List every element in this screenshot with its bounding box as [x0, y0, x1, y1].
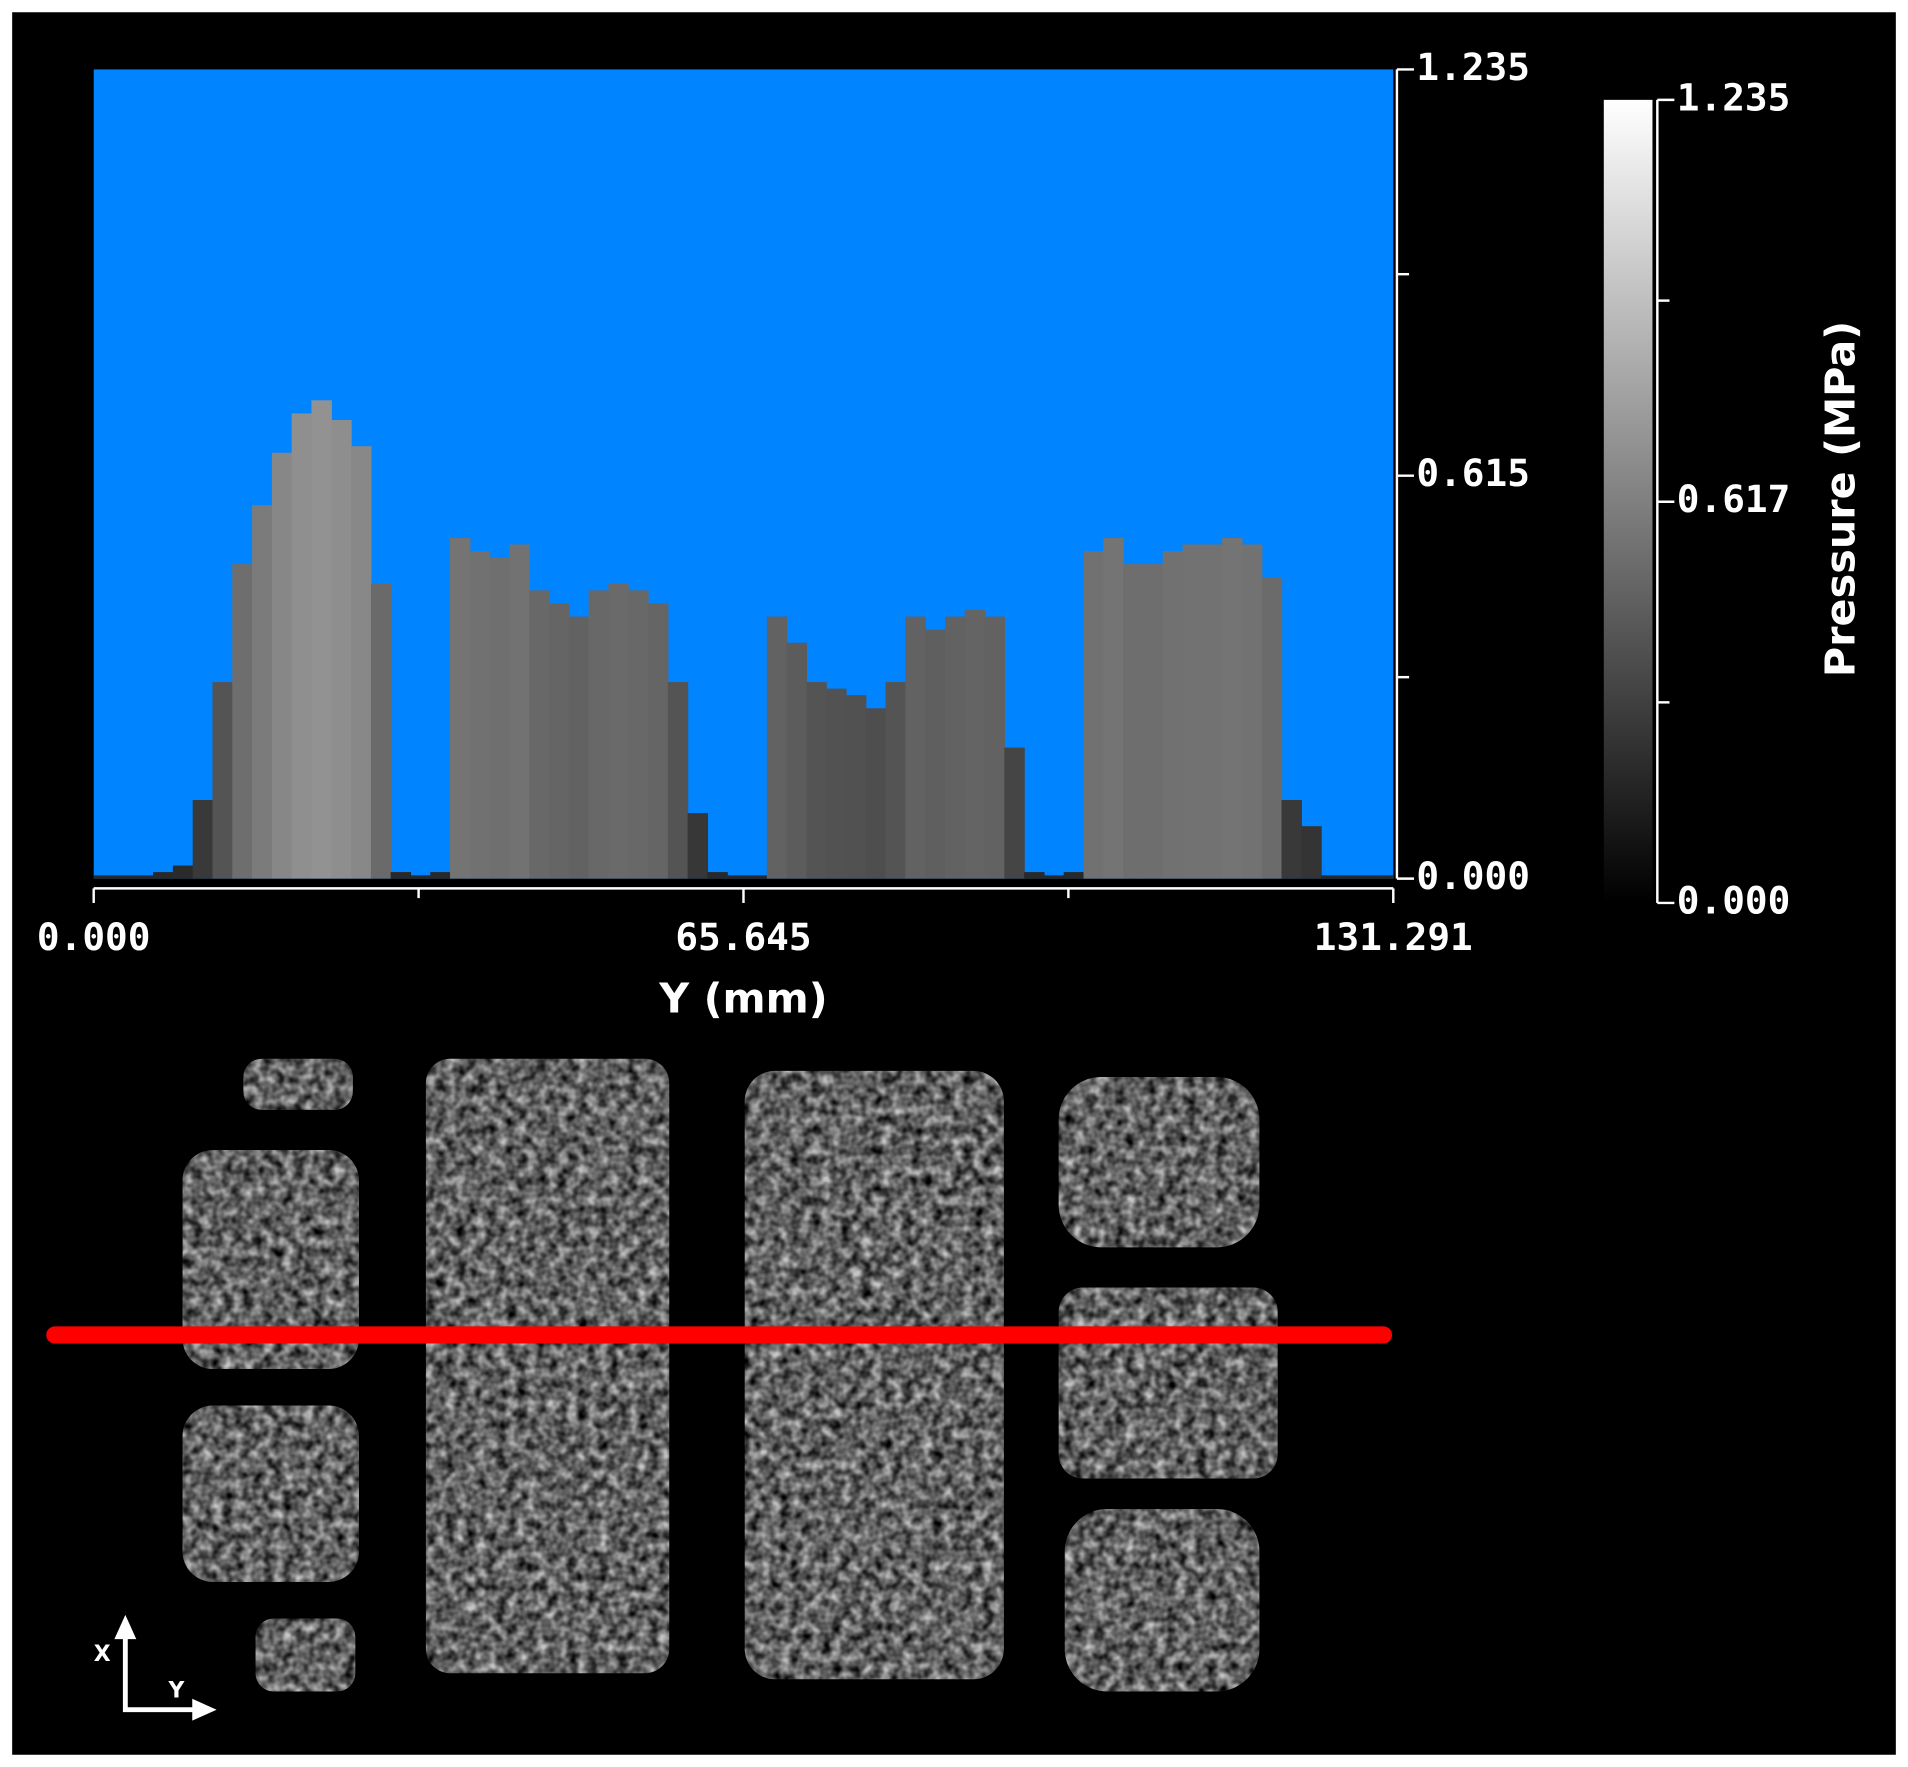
colorbar-tick-label: 0.617	[1677, 477, 1791, 521]
bar	[469, 551, 491, 879]
bar	[153, 872, 174, 879]
colorbar-label: Pressure (MPa)	[1817, 321, 1865, 677]
bar	[1024, 872, 1045, 879]
bar	[1123, 564, 1144, 879]
bar	[271, 452, 293, 879]
bar	[133, 875, 154, 879]
bar	[489, 557, 511, 879]
bar	[1063, 872, 1085, 879]
bar	[608, 583, 629, 879]
bar	[648, 603, 669, 879]
bar	[806, 682, 827, 879]
bar	[746, 875, 768, 879]
bar	[529, 590, 550, 879]
bar	[628, 590, 649, 879]
x-axis-label: Y (mm)	[658, 975, 827, 1023]
bar	[430, 872, 451, 879]
bar	[450, 537, 471, 879]
bar	[390, 872, 412, 879]
y-tick-label: 0.615	[1416, 451, 1530, 495]
bar	[1182, 544, 1203, 879]
bar	[667, 682, 689, 879]
bar	[1340, 875, 1362, 879]
bar	[865, 708, 887, 879]
bar	[549, 603, 570, 879]
arrow-head	[192, 1698, 217, 1721]
bar	[1261, 577, 1283, 879]
y-tick-label: 1.235	[1416, 45, 1530, 89]
bar	[1222, 537, 1243, 879]
bar	[311, 400, 332, 879]
bar	[845, 695, 867, 879]
bar	[707, 872, 728, 879]
bar	[93, 875, 115, 879]
orientation-label: Y	[168, 1678, 186, 1703]
bar	[113, 875, 134, 879]
bar	[1360, 875, 1382, 879]
bar	[1142, 564, 1164, 879]
bar	[410, 875, 431, 879]
bar	[1321, 875, 1342, 879]
x-tick-label: 0.000	[37, 915, 151, 959]
bar	[925, 629, 946, 879]
bar	[1103, 537, 1124, 879]
bar	[212, 682, 233, 879]
bar	[1083, 551, 1104, 879]
x-tick-label: 65.645	[675, 915, 811, 959]
bar	[331, 419, 352, 879]
bar	[1241, 544, 1263, 879]
arrow-head	[114, 1614, 137, 1640]
bar	[964, 609, 986, 879]
bar	[786, 642, 807, 879]
bar	[172, 865, 194, 879]
orientation-arrows	[122, 1630, 201, 1713]
colorbar-tick-label: 1.235	[1677, 75, 1791, 119]
bar	[905, 616, 926, 879]
bar	[766, 616, 788, 879]
orientation-label: X	[94, 1642, 111, 1667]
bar	[727, 875, 748, 879]
colorbar	[1603, 99, 1653, 903]
bar	[568, 616, 590, 879]
bar	[1004, 747, 1025, 879]
bar	[1202, 544, 1223, 879]
bar	[252, 505, 273, 879]
bar	[291, 413, 313, 879]
bar	[1162, 551, 1184, 879]
bar	[687, 813, 709, 879]
bar	[1281, 800, 1302, 879]
bar	[826, 688, 847, 879]
y-tick-label: 0.000	[1416, 854, 1530, 898]
bar	[1043, 875, 1065, 879]
bar	[351, 446, 372, 879]
bar	[588, 590, 610, 879]
bar	[944, 616, 966, 879]
bar	[1380, 875, 1394, 879]
bar	[1301, 826, 1322, 879]
bar	[192, 800, 214, 879]
bar	[885, 682, 906, 879]
colorbar-tick-label: 0.000	[1677, 878, 1791, 922]
bar	[370, 583, 392, 879]
pressure-image	[182, 1058, 1278, 1692]
bar	[984, 616, 1005, 879]
bar	[509, 544, 530, 879]
bar	[232, 564, 253, 879]
x-tick-label: 131.291	[1314, 915, 1473, 959]
